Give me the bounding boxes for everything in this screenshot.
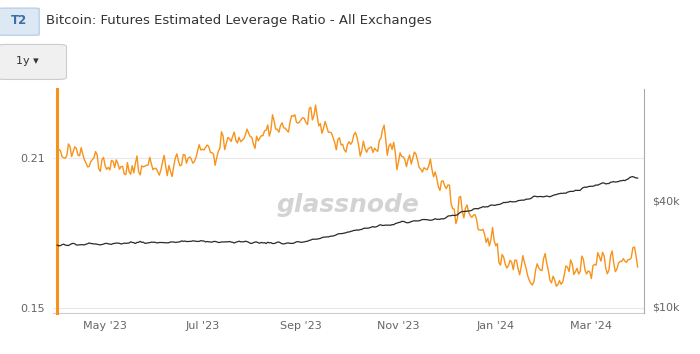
Text: T2: T2 [10, 14, 27, 27]
FancyBboxPatch shape [0, 8, 39, 35]
Text: glassnode: glassnode [276, 193, 420, 217]
FancyBboxPatch shape [0, 45, 66, 80]
Text: Bitcoin: Futures Estimated Leverage Ratio - All Exchanges: Bitcoin: Futures Estimated Leverage Rati… [46, 14, 431, 27]
Text: 1y ▾: 1y ▾ [15, 56, 38, 66]
